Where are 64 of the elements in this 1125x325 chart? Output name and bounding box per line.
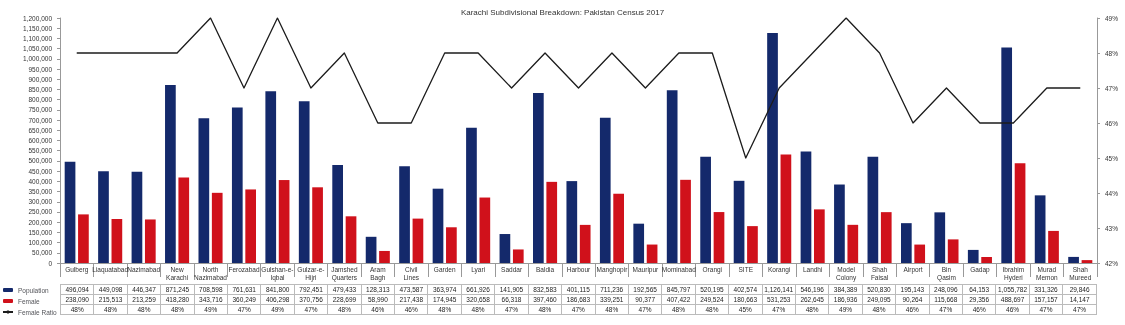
bar <box>900 223 912 263</box>
bar <box>834 184 845 263</box>
bar <box>546 181 558 263</box>
bar <box>700 156 711 263</box>
bar <box>64 161 76 263</box>
bar <box>1014 163 1026 263</box>
bar <box>566 181 578 263</box>
bar <box>198 118 210 263</box>
bar <box>1001 47 1013 263</box>
bar <box>1068 256 1079 263</box>
bar <box>231 107 243 263</box>
bar <box>613 193 624 263</box>
bar <box>98 171 109 263</box>
bar <box>512 249 524 263</box>
bar <box>533 93 544 263</box>
bar <box>733 180 745 263</box>
bar <box>211 192 223 263</box>
bar <box>165 85 176 263</box>
bar <box>780 154 792 263</box>
bar <box>379 250 390 263</box>
bar <box>111 219 123 263</box>
bar <box>914 244 926 263</box>
line-series <box>76 17 1081 159</box>
bar <box>579 224 591 263</box>
bar <box>646 244 658 263</box>
bar <box>278 180 290 263</box>
bar <box>981 257 992 263</box>
bar <box>432 188 444 263</box>
bar <box>680 179 691 263</box>
bar <box>332 165 343 263</box>
bar <box>131 171 143 263</box>
bar <box>934 212 946 263</box>
bar <box>1081 260 1093 263</box>
bar <box>1034 195 1046 263</box>
bar <box>967 249 979 263</box>
bar <box>144 219 156 263</box>
bar <box>666 90 678 263</box>
bar <box>178 177 190 263</box>
bar <box>847 224 859 263</box>
bar <box>747 226 758 263</box>
chart-title: Karachi Subdivisional Breakdown: Pakistan Census 2017 <box>460 7 665 17</box>
bar <box>767 33 778 263</box>
bar <box>479 197 491 263</box>
bar <box>78 214 89 263</box>
bar <box>880 212 892 263</box>
bar <box>867 156 879 263</box>
bar <box>312 187 323 263</box>
bar <box>365 236 377 263</box>
bar <box>466 127 477 263</box>
bar <box>633 223 645 263</box>
bar <box>399 166 410 263</box>
bar <box>947 239 959 263</box>
bar <box>814 209 825 263</box>
bar <box>499 234 511 263</box>
bar <box>412 218 424 263</box>
bar <box>1048 230 1059 263</box>
bar <box>446 227 457 263</box>
bar <box>345 216 357 263</box>
bar <box>599 117 611 263</box>
bar <box>713 212 725 263</box>
bar <box>800 151 812 263</box>
bar <box>245 189 257 263</box>
bar <box>265 91 277 263</box>
bar <box>298 101 310 263</box>
